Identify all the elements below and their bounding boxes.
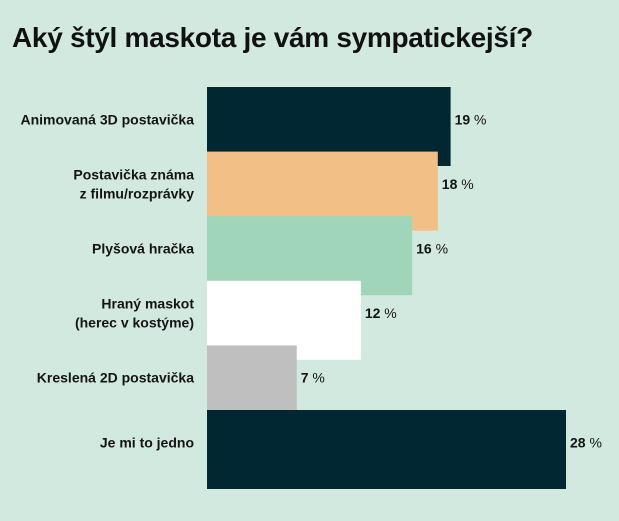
- category-label-0: Animovaná 3D postavička: [20, 111, 194, 127]
- value-label-2: 16 %: [416, 241, 448, 257]
- category-label-4: Kreslená 2D postavička: [37, 370, 194, 386]
- chart-title: Aký štýl maskota je vám sympatickejší?: [12, 22, 533, 53]
- category-label-1-line-0: Postavička známa: [73, 166, 194, 182]
- value-label-4: 7 %: [301, 370, 325, 386]
- category-label-5: Je mi to jedno: [100, 434, 194, 450]
- value-label-3: 12 %: [365, 305, 397, 321]
- value-label-0: 19 %: [455, 111, 487, 127]
- category-label-2: Plyšová hračka: [92, 241, 194, 257]
- category-label-1-line-1: z filmu/rozprávky: [80, 185, 195, 201]
- value-label-1: 18 %: [442, 176, 474, 192]
- category-label-3-line-1: (herec v kostýme): [75, 315, 194, 331]
- bar-5: [207, 410, 566, 489]
- category-label-3-line-0: Hraný maskot: [101, 296, 194, 312]
- value-label-5: 28 %: [570, 434, 602, 450]
